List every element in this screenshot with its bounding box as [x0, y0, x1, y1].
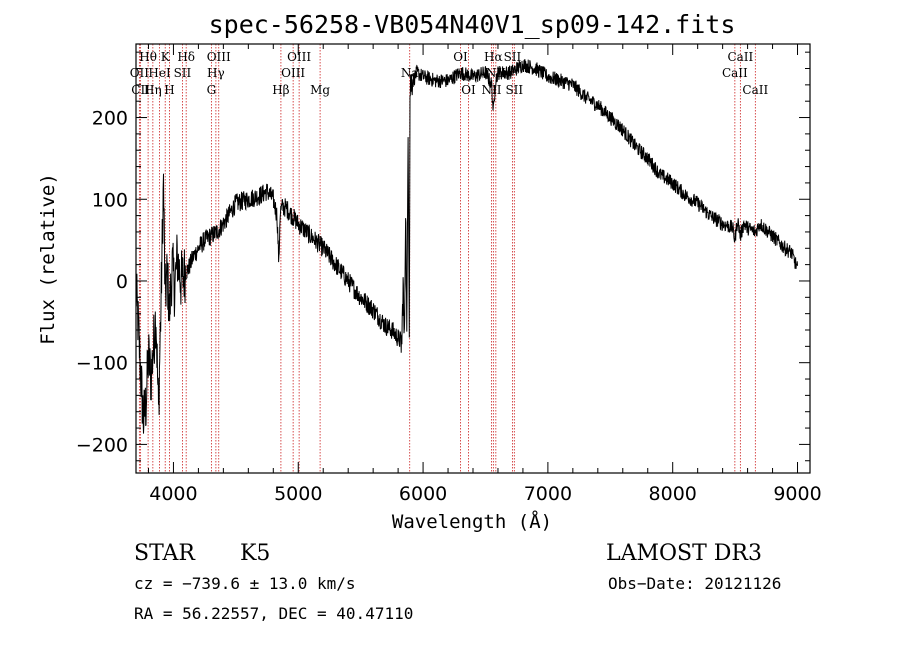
spectral-line-label: CaII: [742, 83, 768, 97]
spectral-line-label: OIII: [281, 66, 305, 80]
y-tick-label: −100: [76, 353, 128, 375]
spectral-line-label: Mg: [310, 83, 330, 97]
spectral-line-label: OIII: [207, 50, 231, 64]
spectral-line-label: SII: [504, 50, 522, 64]
spectral-line-label: OII: [130, 66, 150, 80]
chart-title: spec-56258-VB054N40V1_sp09-142.fits: [209, 10, 736, 39]
spectral-line-label: OIII: [287, 50, 311, 64]
y-tick-label: 0: [116, 271, 128, 293]
spectral-line-label: Hη: [144, 83, 162, 97]
spectral-line-label: CaII: [722, 66, 748, 80]
x-tick-label: 4000: [149, 483, 197, 505]
spectral-line-label: HeI: [148, 66, 171, 80]
x-axis-label: Wavelength (Å): [392, 510, 552, 533]
sky-coordinates: RA = 56.22557, DEC = 40.47110: [134, 604, 413, 623]
spectral-line-labels: HθHηHeIKHHδSIIOIICIIHγGOIIIHβOIIIOIIIMgN…: [130, 50, 769, 97]
x-tick-label: 9000: [773, 483, 821, 505]
spectral-line-markers: [138, 44, 756, 473]
spectral-line-label: CaII: [727, 50, 753, 64]
y-tick-label: −200: [76, 434, 128, 456]
spectral-line-label: K: [161, 50, 171, 64]
object-subclass: K5: [240, 541, 270, 566]
object-class: STAR: [134, 541, 196, 566]
spectral-line-label: Hγ: [207, 66, 225, 80]
spectral-line-label: H: [164, 83, 174, 97]
x-tick-label: 5000: [274, 483, 322, 505]
spectral-line-label: Hα: [484, 50, 503, 64]
spectral-line-label: Hθ: [139, 50, 157, 64]
y-axis-label: Flux (relative): [37, 173, 59, 345]
spectral-line-label: SII: [505, 83, 523, 97]
survey-name: LAMOST DR3: [606, 541, 762, 566]
x-tick-label: 6000: [399, 483, 447, 505]
plot-frame: [135, 43, 811, 474]
y-tick-label: 200: [92, 108, 128, 130]
axis-tick-labels: 4000 5000 6000 7000 8000 9000 −200 −100 0 100 200: [76, 108, 822, 505]
x-tick-label: 8000: [649, 483, 697, 505]
spectral-line-label: SII: [174, 66, 192, 80]
redshift-velocity: cz = −739.6 ± 13.0 km/s: [134, 574, 356, 593]
spectral-line-label: OI: [461, 83, 476, 97]
spectrum-line: [135, 59, 798, 434]
y-tick-label: 100: [92, 189, 128, 211]
spectral-line-label: OI: [453, 50, 468, 64]
spectral-line-label: Hδ: [177, 50, 195, 64]
axis-ticks: [136, 44, 810, 473]
spectral-line-label: Hβ: [272, 83, 289, 97]
x-tick-label: 7000: [524, 483, 572, 505]
spectral-line-label: G: [207, 83, 217, 97]
observation-date: Obs−Date: 20121126: [608, 574, 781, 593]
